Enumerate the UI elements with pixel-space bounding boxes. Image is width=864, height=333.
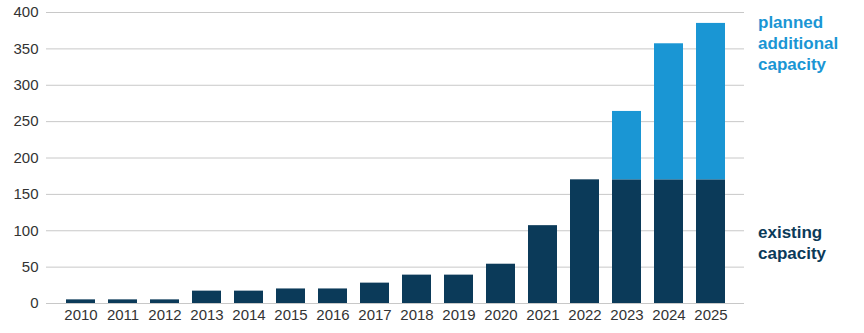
svg-text:2015: 2015 [274, 306, 307, 323]
svg-text:2020: 2020 [484, 306, 517, 323]
svg-text:300: 300 [13, 76, 38, 93]
svg-text:50: 50 [22, 258, 39, 275]
html-text:existing capacity: existing capacity [758, 223, 826, 263]
svg-text:2021: 2021 [526, 306, 559, 323]
svg-text:200: 200 [13, 149, 38, 166]
svg-text:0: 0 [30, 294, 38, 311]
svg-text:400: 400 [13, 3, 38, 20]
html-text:planned additional capacity: planned additional capacity [758, 13, 839, 74]
svg-text:100: 100 [13, 222, 38, 239]
svg-text:2012: 2012 [148, 306, 181, 323]
svg-text:250: 250 [13, 112, 38, 129]
svg-text:2017: 2017 [358, 306, 391, 323]
svg-text:2013: 2013 [190, 306, 223, 323]
svg-text:2018: 2018 [400, 306, 433, 323]
svg-text:2024: 2024 [652, 306, 685, 323]
svg-text:150: 150 [13, 185, 38, 202]
svg-text:2022: 2022 [568, 306, 601, 323]
svg-text:350: 350 [13, 40, 38, 57]
svg-text:2019: 2019 [442, 306, 475, 323]
svg-text:2011: 2011 [107, 306, 139, 323]
svg-text:2010: 2010 [64, 306, 97, 323]
svg-text:2016: 2016 [316, 306, 349, 323]
svg-text:2023: 2023 [610, 306, 643, 323]
svg-text:2014: 2014 [232, 306, 265, 323]
svg-text:2025: 2025 [694, 306, 727, 323]
